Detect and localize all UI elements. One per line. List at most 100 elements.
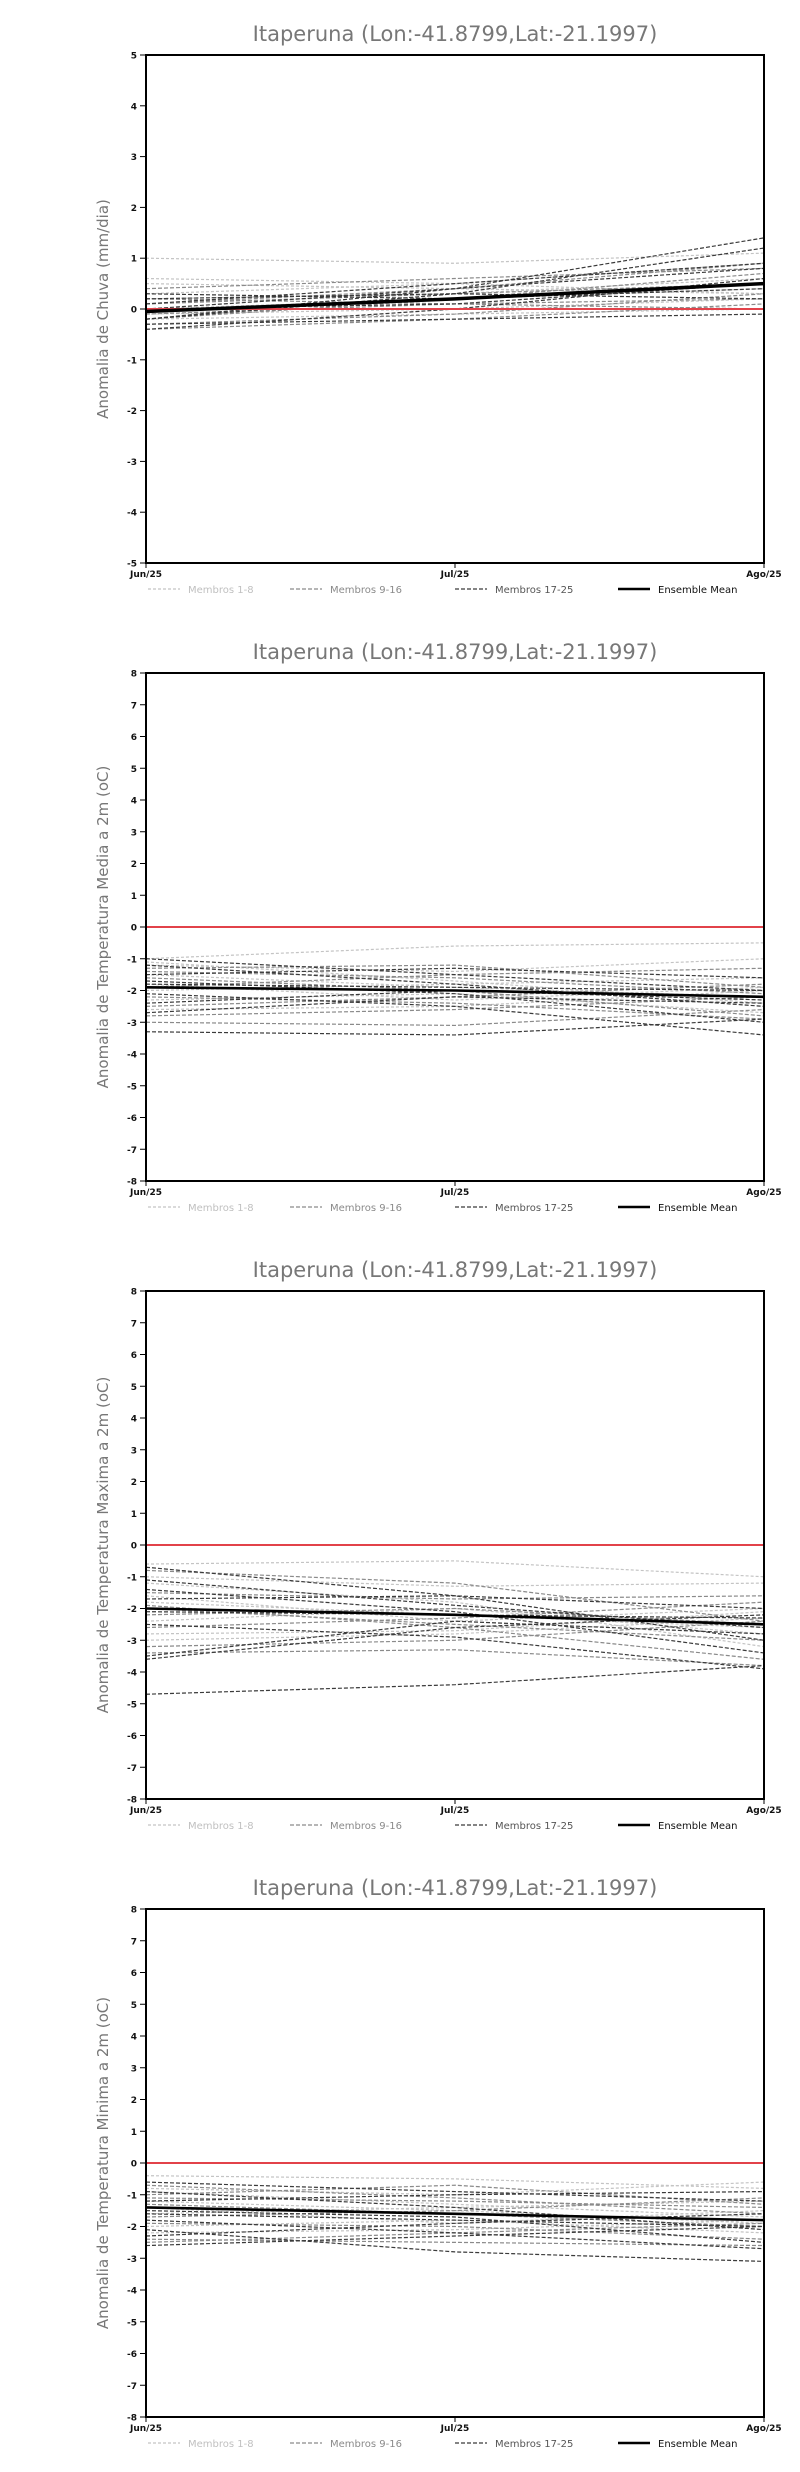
chart-title: Itaperuna (Lon:-41.8799,Lat:-21.1997) (253, 1258, 658, 1282)
member-line-6 (145, 308, 765, 320)
y-tick-label: 0 (131, 306, 137, 316)
y-tick-label: -8 (127, 1178, 137, 1188)
member-line-2 (145, 2181, 765, 2196)
x-tick-label: Jul/25 (440, 570, 470, 580)
chart-panel-2: Itaperuna (Lon:-41.8799,Lat:-21.1997) Ano… (94, 640, 782, 1214)
plot-frame (145, 54, 765, 564)
y-tick-label: -4 (127, 1051, 137, 1061)
member-line-23 (145, 2181, 765, 2202)
y-tick-label: -6 (127, 1114, 137, 1124)
x-tick-label: Jul/25 (440, 1806, 470, 1816)
member-line-12 (145, 1592, 765, 1600)
member-line-20 (145, 1018, 765, 1036)
y-tick-label: -4 (127, 1669, 137, 1679)
member-line-21 (145, 958, 765, 992)
y-tick-label: -8 (127, 1796, 137, 1806)
plot-frame (145, 1908, 765, 2418)
member-line-5 (145, 1617, 765, 1641)
member-line-25 (145, 983, 765, 992)
y-tick-label: 2 (131, 1478, 137, 1488)
member-line-23 (145, 1595, 765, 1610)
chart-panel-1: Itaperuna (Lon:-41.8799,Lat:-21.1997) Ano… (94, 22, 782, 596)
member-line-17 (145, 237, 765, 310)
y-tick-label: -5 (127, 1700, 137, 1710)
y-tick-label: -6 (127, 1732, 137, 1742)
legend-label: Membros 9-16 (330, 1203, 402, 1214)
y-tick-label: 8 (131, 670, 137, 680)
y-tick-label: 1 (131, 892, 137, 902)
member-line-22 (145, 1623, 765, 1670)
y-tick-label: -7 (127, 1764, 137, 1774)
y-axis-label: Anomalia de Temperatura Minima a 2m (oC) (94, 1997, 112, 2329)
y-tick-label: 4 (131, 797, 137, 807)
x-tick-label: Jun/25 (129, 2424, 162, 2434)
x-tick-label: Jun/25 (129, 1188, 162, 1198)
y-tick-label: 3 (131, 153, 137, 163)
member-line-2 (145, 252, 765, 264)
member-line-22 (145, 993, 765, 1036)
y-tick-label: -2 (127, 987, 137, 997)
y-tick-label: -6 (127, 2350, 137, 2360)
legend-label: Membros 1-8 (188, 585, 254, 596)
member-line-11 (145, 1649, 765, 1667)
chart-panel-4: Itaperuna (Lon:-41.8799,Lat:-21.1997) Ano… (94, 1876, 782, 2450)
member-line-11 (145, 996, 765, 1017)
y-tick-label: -3 (127, 1019, 137, 1029)
member-line-5 (145, 2219, 765, 2234)
y-tick-label: 8 (131, 1288, 137, 1298)
x-tick-label: Jul/25 (440, 2424, 470, 2434)
legend-label: Membros 17-25 (495, 585, 573, 596)
y-tick-label: 8 (131, 1906, 137, 1916)
legend-label: Membros 9-16 (330, 585, 402, 596)
member-line-25 (145, 293, 765, 300)
y-tick-label: 6 (131, 1969, 137, 1979)
y-tick-label: -4 (127, 2287, 137, 2297)
y-tick-label: -2 (127, 407, 137, 417)
member-line-1 (145, 2175, 765, 2189)
y-tick-label: -2 (127, 2223, 137, 2233)
y-tick-label: -2 (127, 1605, 137, 1615)
y-tick-label: 2 (131, 204, 137, 214)
member-line-15 (145, 1008, 765, 1027)
y-tick-label: 5 (131, 2001, 137, 2011)
legend-label: Membros 9-16 (330, 1821, 402, 1832)
y-tick-label: 0 (131, 924, 137, 934)
chart-title: Itaperuna (Lon:-41.8799,Lat:-21.1997) (253, 1876, 658, 1900)
member-line-20 (145, 1665, 765, 1695)
legend-label: Membros 9-16 (330, 2439, 402, 2450)
member-line-3 (145, 277, 765, 300)
y-tick-label: 7 (131, 701, 137, 711)
y-tick-label: -3 (127, 458, 137, 468)
member-line-7 (145, 983, 765, 1001)
member-line-25 (145, 2213, 765, 2228)
y-tick-label: -1 (127, 356, 137, 366)
y-tick-label: 4 (131, 2033, 137, 2043)
member-line-21 (145, 2190, 765, 2202)
legend-label: Membros 17-25 (495, 1821, 573, 1832)
y-tick-label: 1 (131, 1510, 137, 1520)
member-line-19 (145, 2229, 765, 2263)
member-line-12 (145, 267, 765, 290)
y-tick-label: 1 (131, 2128, 137, 2138)
x-tick-label: Jun/25 (129, 570, 162, 580)
legend-label: Membros 1-8 (188, 1203, 254, 1214)
y-tick-label: 2 (131, 2096, 137, 2106)
y-tick-label: 0 (131, 2160, 137, 2170)
member-line-4 (145, 977, 765, 992)
legend-label: Ensemble Mean (658, 1821, 737, 1832)
member-line-12 (145, 2197, 765, 2218)
member-line-17 (145, 2190, 765, 2231)
x-tick-label: Ago/25 (746, 1188, 781, 1198)
x-tick-label: Ago/25 (746, 570, 781, 580)
member-line-9 (145, 1569, 765, 1622)
member-line-7 (145, 288, 765, 310)
chart-title: Itaperuna (Lon:-41.8799,Lat:-21.1997) (253, 640, 658, 664)
chart-panel-3: Itaperuna (Lon:-41.8799,Lat:-21.1997) Ano… (94, 1258, 782, 1832)
member-line-9 (145, 964, 765, 988)
y-tick-label: 5 (131, 765, 137, 775)
member-line-20 (145, 2225, 765, 2247)
y-tick-label: 4 (131, 102, 137, 112)
member-line-23 (145, 967, 765, 979)
chart-title: Itaperuna (Lon:-41.8799,Lat:-21.1997) (253, 22, 658, 46)
member-line-4 (145, 2200, 765, 2215)
